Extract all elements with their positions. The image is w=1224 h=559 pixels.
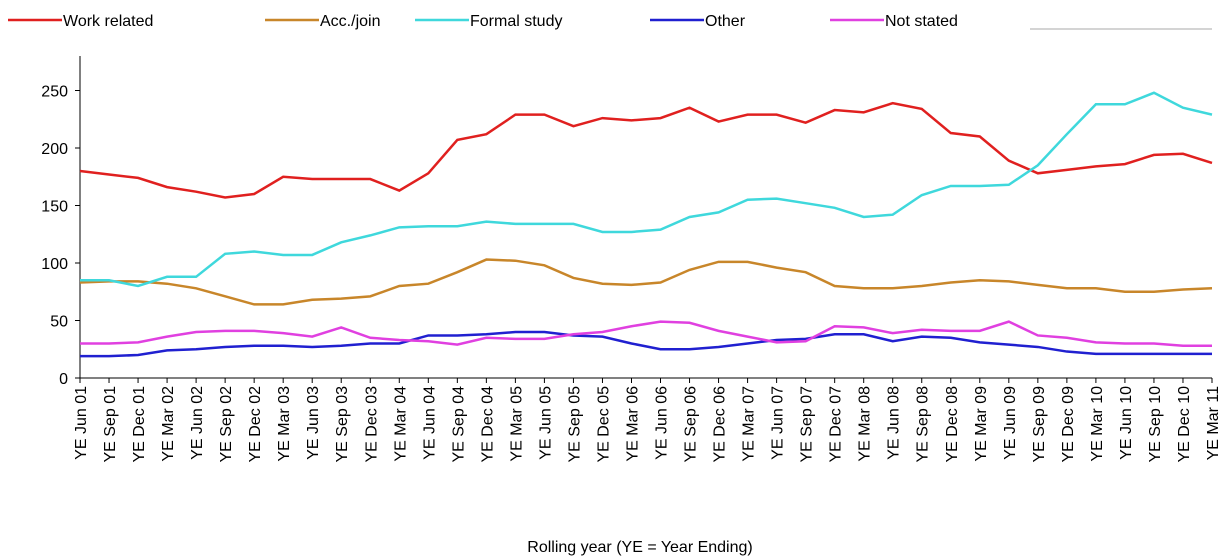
x-tick-label: YE Dec 06: [712, 386, 729, 463]
x-tick-label: YE Dec 08: [944, 386, 961, 463]
legend-label: Formal study: [470, 13, 562, 30]
x-tick-label: YE Sep 10: [1147, 386, 1164, 463]
x-tick-label: YE Jun 07: [770, 386, 787, 460]
x-tick-label: YE Jun 09: [1002, 386, 1019, 460]
x-tick-label: YE Dec 03: [363, 386, 380, 463]
x-tick-label: YE Dec 02: [247, 386, 264, 463]
x-tick-label: YE Jun 05: [537, 386, 554, 460]
y-tick-label: 150: [41, 199, 68, 216]
x-tick-label: YE Jun 08: [886, 386, 903, 460]
x-tick-label: YE Mar 06: [624, 386, 641, 462]
x-tick-label: YE Sep 01: [102, 386, 119, 463]
legend-label: Not stated: [885, 13, 958, 30]
x-tick-label: YE Mar 04: [392, 386, 409, 462]
x-tick-label: YE Dec 01: [131, 386, 148, 463]
y-tick-label: 50: [50, 314, 68, 331]
x-tick-label: YE Dec 04: [479, 386, 496, 463]
legend-label: Acc./join: [320, 13, 380, 30]
legend-label: Other: [705, 13, 746, 30]
x-tick-label: YE Sep 08: [915, 386, 932, 463]
x-tick-label: YE Jun 04: [421, 386, 438, 460]
y-tick-label: 200: [41, 141, 68, 158]
x-tick-label: YE Sep 05: [566, 386, 583, 463]
x-tick-label: YE Sep 06: [683, 386, 700, 463]
x-tick-label: YE Dec 10: [1176, 386, 1193, 463]
x-tick-label: YE Jun 06: [654, 386, 671, 460]
x-tick-label: YE Sep 09: [1031, 386, 1048, 463]
x-tick-label: YE Jun 02: [189, 386, 206, 460]
x-tick-label: YE Mar 10: [1089, 386, 1106, 462]
y-tick-label: 250: [41, 84, 68, 101]
x-tick-label: YE Sep 07: [799, 386, 816, 463]
series-line: [79, 101, 1213, 199]
x-tick-label: YE Jun 10: [1118, 386, 1135, 460]
x-tick-label: YE Mar 11: [1205, 386, 1222, 461]
x-tick-label: YE Dec 09: [1060, 386, 1077, 463]
series-line: [80, 320, 1212, 348]
y-tick-label: 100: [41, 256, 68, 273]
legend-label: Work related: [63, 13, 153, 30]
x-tick-label: YE Sep 03: [334, 386, 351, 463]
x-tick-label: YE Sep 04: [450, 386, 467, 463]
x-tick-label: YE Mar 02: [160, 386, 177, 462]
x-tick-label: YE Mar 03: [276, 386, 293, 462]
series-line: [80, 330, 1212, 358]
x-tick-label: YE Mar 09: [973, 386, 990, 462]
x-tick-label: YE Mar 07: [741, 386, 758, 462]
x-axis-title: Rolling year (YE = Year Ending): [527, 539, 752, 556]
x-tick-label: YE Jun 01: [73, 386, 90, 460]
x-tick-label: YE Mar 08: [857, 386, 874, 462]
series-line: [79, 258, 1213, 306]
x-tick-label: YE Dec 07: [828, 386, 845, 463]
x-tick-label: YE Jun 03: [305, 386, 322, 460]
x-tick-label: YE Mar 05: [508, 386, 525, 462]
series-line: [80, 91, 1213, 288]
x-tick-label: YE Dec 05: [595, 386, 612, 463]
y-tick-label: 0: [59, 371, 68, 388]
x-tick-label: YE Sep 02: [218, 386, 235, 463]
